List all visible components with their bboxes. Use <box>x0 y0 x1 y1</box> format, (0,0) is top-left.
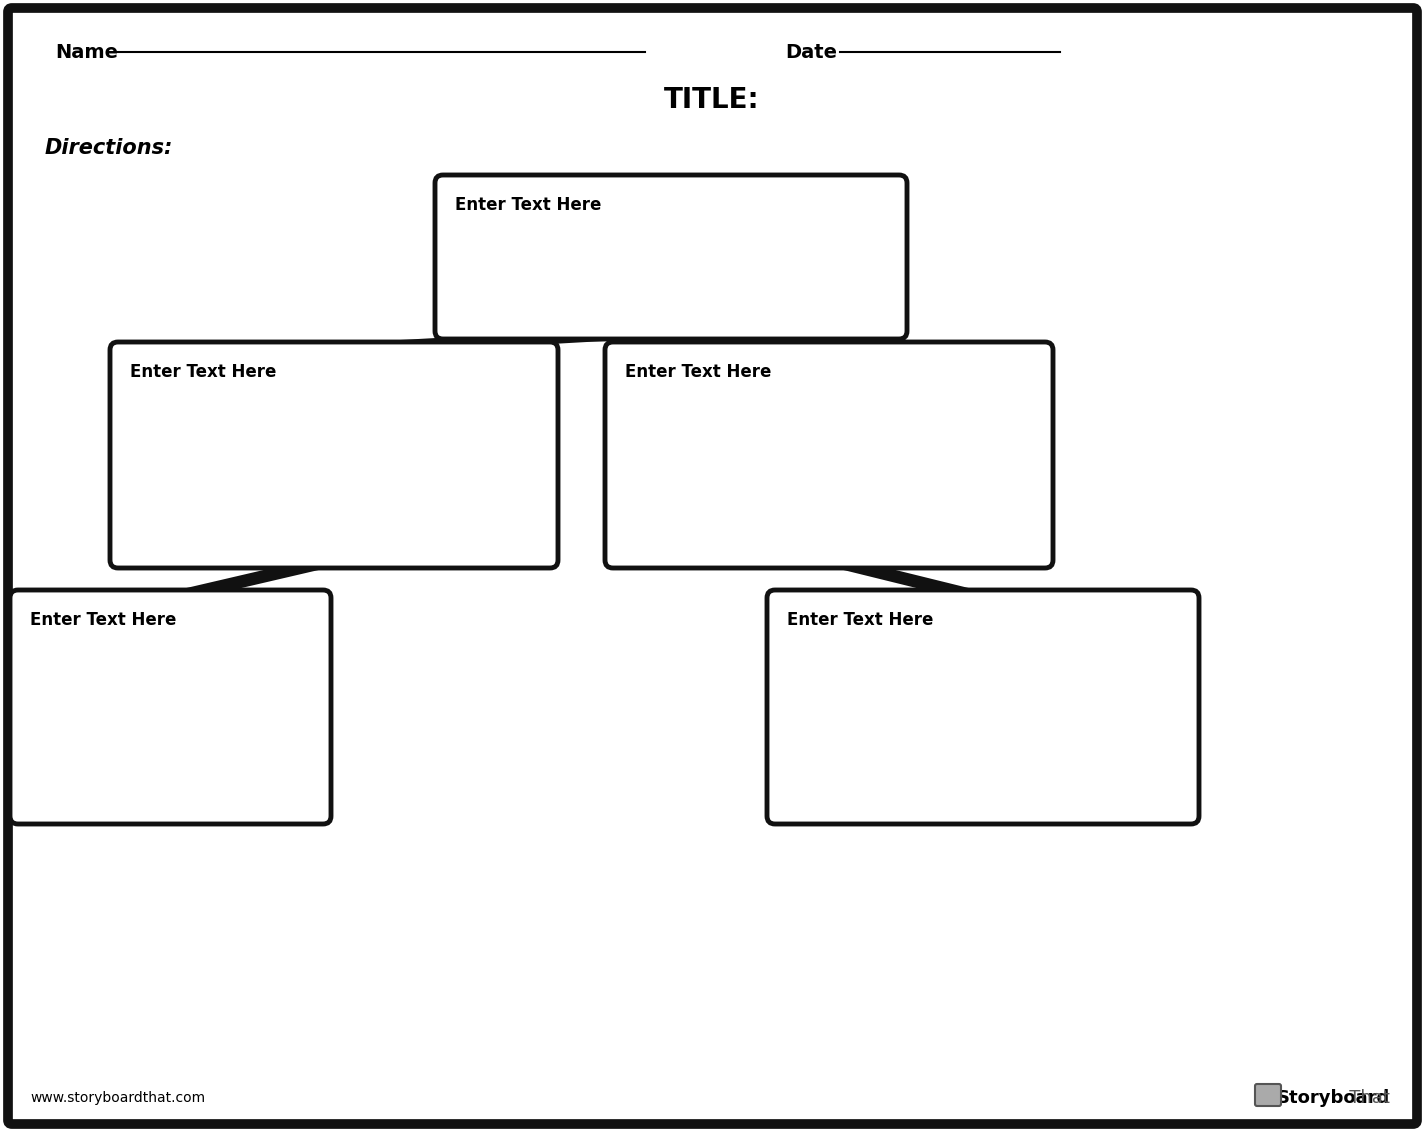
FancyBboxPatch shape <box>10 590 331 824</box>
Text: Date: Date <box>785 43 836 61</box>
Text: Name: Name <box>56 43 118 61</box>
Text: Enter Text Here: Enter Text Here <box>455 196 601 214</box>
FancyBboxPatch shape <box>110 342 559 568</box>
FancyBboxPatch shape <box>435 175 906 338</box>
FancyBboxPatch shape <box>767 590 1198 824</box>
FancyBboxPatch shape <box>1255 1084 1281 1106</box>
Text: TITLE:: TITLE: <box>664 86 760 114</box>
Text: Storyboard: Storyboard <box>1277 1089 1389 1107</box>
Text: Enter Text Here: Enter Text Here <box>626 363 771 381</box>
Text: Enter Text Here: Enter Text Here <box>130 363 276 381</box>
Text: Enter Text Here: Enter Text Here <box>787 611 933 629</box>
Text: That: That <box>1332 1089 1389 1107</box>
Text: Enter Text Here: Enter Text Here <box>30 611 177 629</box>
Text: Directions:: Directions: <box>46 138 174 158</box>
FancyBboxPatch shape <box>606 342 1053 568</box>
Text: www.storyboardthat.com: www.storyboardthat.com <box>30 1091 205 1105</box>
FancyBboxPatch shape <box>9 8 1416 1124</box>
